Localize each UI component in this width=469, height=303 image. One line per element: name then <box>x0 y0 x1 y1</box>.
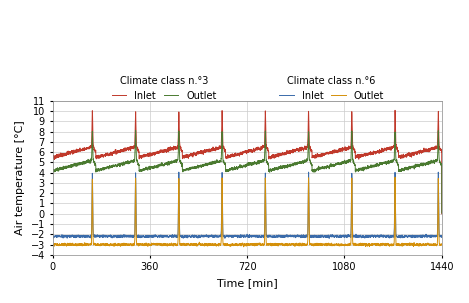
X-axis label: Time [min]: Time [min] <box>217 278 278 288</box>
Y-axis label: Air temperature [°C]: Air temperature [°C] <box>15 121 25 235</box>
Legend: Inlet, Outlet: Inlet, Outlet <box>275 72 388 105</box>
